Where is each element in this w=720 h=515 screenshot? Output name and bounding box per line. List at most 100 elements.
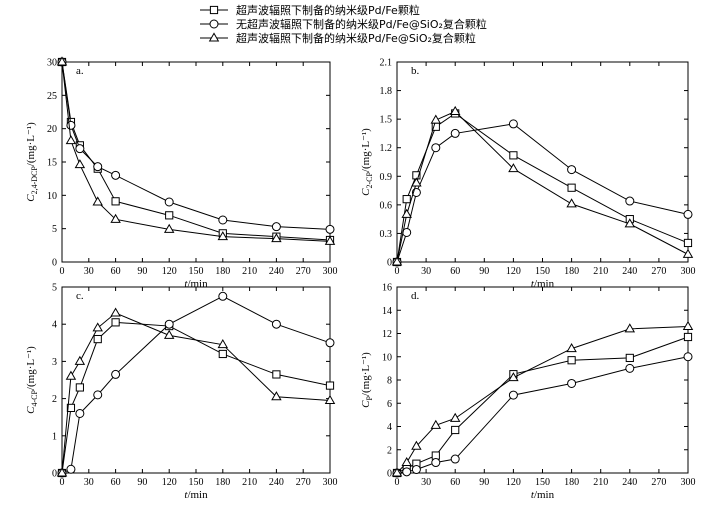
panel-d: 0 30 60 90 120 150 180 210 240 270 300 0 2 4 6 8 10 12 14 1… bbox=[360, 283, 696, 502]
legend: 超声波辐照下制备的纳米级Pd/Fe颗粒无超声波辐照下制备的纳米级Pd/Fe@Si… bbox=[200, 3, 487, 45]
y-tick-label: 2 bbox=[52, 394, 57, 405]
plot-frame bbox=[61, 286, 331, 474]
series-line bbox=[396, 110, 689, 263]
data-point bbox=[93, 390, 103, 400]
x-tick-label: 150 bbox=[535, 266, 550, 277]
x-tick-label: 120 bbox=[506, 266, 521, 277]
data-point bbox=[93, 334, 102, 344]
y-axis-title: C4-CP/(mg·L⁻¹) bbox=[25, 346, 39, 414]
y-axis-title: C2-CP/(mg·L⁻¹) bbox=[360, 128, 374, 196]
legend-label: 超声波辐照下制备的纳米级Pd/Fe颗粒 bbox=[236, 3, 420, 17]
data-point bbox=[683, 209, 693, 219]
x-tick-label: 240 bbox=[269, 477, 284, 488]
x-tick-label: 180 bbox=[564, 477, 579, 488]
x-tick-label: 180 bbox=[564, 266, 579, 277]
x-tick-label: 270 bbox=[651, 477, 666, 488]
data-point bbox=[66, 464, 76, 474]
legend-label: 无超声波辐照下制备的纳米级Pd/Fe@SiO₂复合颗粒 bbox=[236, 17, 487, 31]
series-line bbox=[396, 123, 689, 263]
data-point bbox=[508, 163, 519, 173]
series-triangle bbox=[391, 320, 694, 477]
data-point bbox=[110, 307, 121, 317]
series-line bbox=[396, 336, 689, 474]
x-tick-label: 150 bbox=[535, 477, 550, 488]
series-circle bbox=[392, 352, 693, 478]
data-point bbox=[324, 235, 336, 245]
data-point bbox=[411, 177, 422, 187]
data-point bbox=[391, 256, 403, 266]
plot-frame bbox=[61, 61, 331, 263]
data-point bbox=[401, 456, 412, 467]
series-square bbox=[57, 57, 335, 245]
x-tick-label: 120 bbox=[162, 477, 177, 488]
data-point bbox=[683, 238, 693, 248]
x-tick-label: 0 bbox=[60, 266, 65, 277]
x-tick-label: 90 bbox=[479, 477, 489, 488]
data-point bbox=[217, 339, 229, 349]
series-line bbox=[61, 295, 331, 474]
x-tick-label: 60 bbox=[450, 477, 460, 488]
x-tick-label: 30 bbox=[84, 477, 94, 488]
x-axis: 0 30 60 90 120 150 180 210 240 270 300 bbox=[60, 287, 338, 488]
data-point bbox=[110, 213, 121, 223]
data-point bbox=[683, 352, 693, 362]
x-tick-label: 0 bbox=[395, 266, 400, 277]
data-point bbox=[324, 394, 336, 404]
y-tick-label: 20 bbox=[47, 124, 57, 135]
y-tick-label: 1 bbox=[52, 431, 57, 442]
data-point bbox=[508, 119, 518, 129]
x-tick-label: 240 bbox=[622, 477, 637, 488]
series-line bbox=[396, 112, 689, 263]
data-point bbox=[218, 349, 227, 359]
data-point bbox=[411, 440, 422, 450]
data-point bbox=[566, 343, 577, 353]
series-triangle bbox=[56, 56, 336, 245]
x-tick-label: 120 bbox=[162, 266, 177, 277]
panel-a: 0 30 60 90 120 150 180 210 240 270 300 0 5 10 15 20 25 30… bbox=[25, 56, 338, 290]
y-tick-label: 25 bbox=[47, 91, 57, 102]
x-tick-label: 240 bbox=[622, 266, 637, 277]
data-point bbox=[625, 363, 635, 373]
legend-entry-1: 超声波辐照下制备的纳米级Pd/Fe颗粒 bbox=[200, 3, 420, 17]
data-point bbox=[217, 231, 229, 241]
y-tick-label: 8 bbox=[387, 376, 392, 387]
series-circle bbox=[57, 291, 335, 478]
data-point bbox=[325, 381, 335, 390]
x-axis-title: t/min bbox=[531, 489, 555, 501]
data-point bbox=[93, 162, 103, 172]
x-tick-label: 0 bbox=[60, 477, 65, 488]
y-tick-label: 0.9 bbox=[380, 172, 393, 183]
data-point bbox=[430, 419, 442, 429]
x-tick-label: 210 bbox=[242, 477, 257, 488]
panel-label: c. bbox=[76, 290, 84, 302]
y-tick-label: 14 bbox=[382, 306, 392, 317]
data-point bbox=[75, 144, 85, 154]
panels: 0 30 60 90 120 150 180 210 240 270 300051015202530… bbox=[25, 56, 696, 502]
data-point bbox=[271, 233, 282, 243]
data-point bbox=[624, 323, 636, 333]
data-point bbox=[75, 383, 84, 392]
y-tick-label: 1.8 bbox=[380, 86, 393, 97]
data-point bbox=[624, 218, 636, 228]
y-tick-label: 5 bbox=[52, 283, 57, 294]
data-point bbox=[271, 222, 281, 232]
data-point bbox=[508, 372, 519, 382]
x-tick-label: 300 bbox=[323, 477, 338, 488]
x-tick-label: 300 bbox=[681, 266, 696, 277]
y-axis-title: C2,4-DCP/(mg·L⁻¹) bbox=[25, 122, 39, 202]
panel-label: b. bbox=[411, 65, 420, 77]
panel-b: 0 30 60 90 120 150 180 210 240 270 300 0 0.3 0.6 0.9 1.… bbox=[360, 58, 696, 291]
data-point bbox=[92, 322, 103, 332]
data-point bbox=[449, 105, 461, 116]
x-axis: 0 30 60 90 120 150 180 210 240 270 300 bbox=[60, 62, 338, 277]
data-point bbox=[65, 135, 77, 145]
legend-marker-triangle bbox=[208, 32, 220, 42]
y-tick-label: 0.6 bbox=[380, 200, 393, 211]
y-tick-label: 0 bbox=[387, 469, 392, 480]
y-axis: 0 5 10 15 20 25 30 bbox=[47, 58, 330, 269]
series-triangle bbox=[56, 307, 336, 477]
x-tick-label: 30 bbox=[84, 266, 94, 277]
x-axis: 0 30 60 90 120 150 180 210 240 270 300 bbox=[395, 62, 696, 277]
y-tick-label: 0 bbox=[52, 469, 57, 480]
x-tick-label: 270 bbox=[296, 477, 311, 488]
